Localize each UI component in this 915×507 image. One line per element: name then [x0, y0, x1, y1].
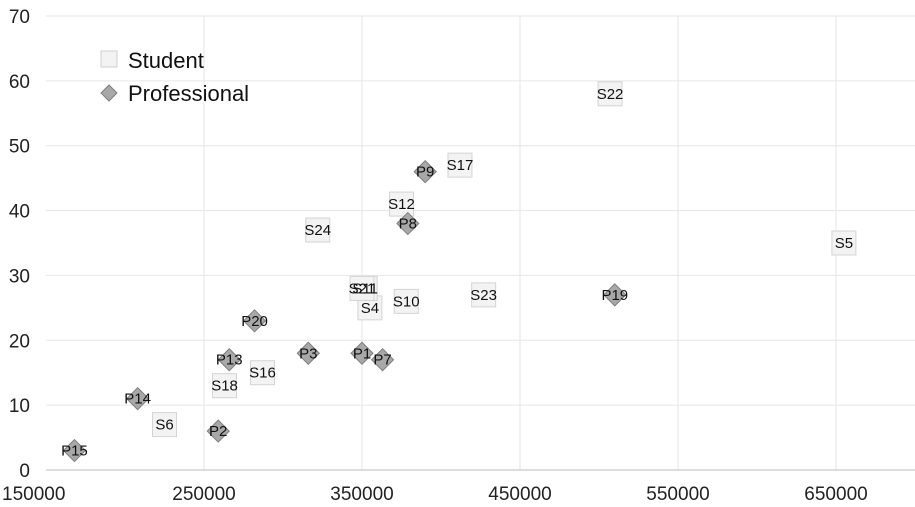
point-label: S24: [304, 222, 331, 239]
grid-lines: [46, 15, 915, 470]
professional-point-p15: [62, 438, 87, 463]
student-point-s22: [597, 81, 623, 107]
point-label: P20: [241, 313, 268, 330]
y-tick-label: 10: [9, 396, 30, 417]
point-label: P1: [353, 345, 371, 362]
legend-label: Student: [128, 48, 204, 73]
professional-point-p20: [242, 309, 267, 333]
x-tick-label: 350000: [330, 484, 393, 505]
point-label: P19: [601, 287, 628, 304]
legend-professional: Professional: [100, 81, 249, 106]
professional-point-p1: [350, 341, 374, 365]
point-label: S4: [361, 300, 379, 317]
student-point-s21: [349, 275, 375, 301]
legend: Student Professional: [100, 48, 249, 106]
professional-point-p2: [206, 419, 230, 443]
student-point-s18: [212, 373, 238, 399]
x-tick-labels: 150000 250000 350000 450000 550000 650000: [2, 484, 868, 505]
legend-square-icon: [100, 50, 118, 68]
point-label: S22: [597, 86, 624, 103]
student-point-s17: [447, 152, 473, 178]
point-label: P14: [124, 391, 151, 408]
x-tick-label: 450000: [488, 484, 551, 505]
student-point-s12: [389, 191, 414, 217]
professional-point-p19: [603, 283, 627, 307]
x-tick-label: 650000: [804, 484, 867, 505]
data-points: S4 S5 S6 S10 S11 S12 S16 S17 S18 S21 S22 S23 S24 P1 P2…: [61, 81, 857, 463]
point-label: S17: [447, 157, 474, 174]
point-label: S16: [249, 365, 276, 382]
student-point-s6: [152, 412, 177, 438]
x-tick-label: 250000: [172, 484, 235, 505]
professional-point-p13: [217, 348, 241, 372]
y-tick-label: 60: [9, 72, 30, 93]
point-label: S6: [155, 417, 173, 434]
point-label: S5: [835, 235, 853, 252]
student-point-s10: [393, 288, 419, 314]
legend-label: Professional: [128, 81, 249, 106]
legend-student: Student: [100, 48, 204, 73]
point-label: P8: [399, 216, 417, 233]
y-tick-label: 30: [9, 266, 30, 287]
student-point-s24: [305, 217, 331, 243]
point-label: P15: [61, 443, 88, 460]
x-tick-label: 150000: [2, 484, 65, 505]
y-tick-labels: 0 10 20 30 40 50 60 70: [9, 7, 30, 482]
professional-point-p3: [296, 341, 320, 365]
y-tick-label: 40: [9, 202, 30, 223]
y-tick-label: 20: [9, 331, 30, 352]
point-label: S10: [393, 293, 420, 310]
y-tick-label: 70: [9, 7, 30, 28]
professional-point-p8: [396, 211, 420, 236]
y-tick-label: 0: [19, 461, 30, 482]
point-label: P3: [299, 345, 317, 362]
student-point-s16: [249, 360, 275, 386]
student-point-s23: [471, 282, 497, 308]
professional-point-p9: [413, 159, 437, 184]
student-point-s5: [831, 230, 857, 256]
y-tick-label: 50: [9, 137, 30, 158]
x-tick-label: 550000: [646, 484, 709, 505]
point-label: P2: [209, 423, 227, 440]
professional-point-p14: [125, 386, 150, 411]
point-label: S18: [211, 378, 238, 395]
legend-diamond-icon: [100, 84, 118, 102]
professional-point-p7: [370, 348, 395, 372]
point-label: P7: [373, 352, 391, 369]
point-label: S23: [470, 287, 497, 304]
point-label: S12: [388, 196, 415, 213]
point-label: S21: [349, 280, 376, 297]
point-label: S11: [352, 280, 378, 297]
point-label: P13: [216, 352, 243, 369]
point-label: P9: [416, 164, 434, 181]
